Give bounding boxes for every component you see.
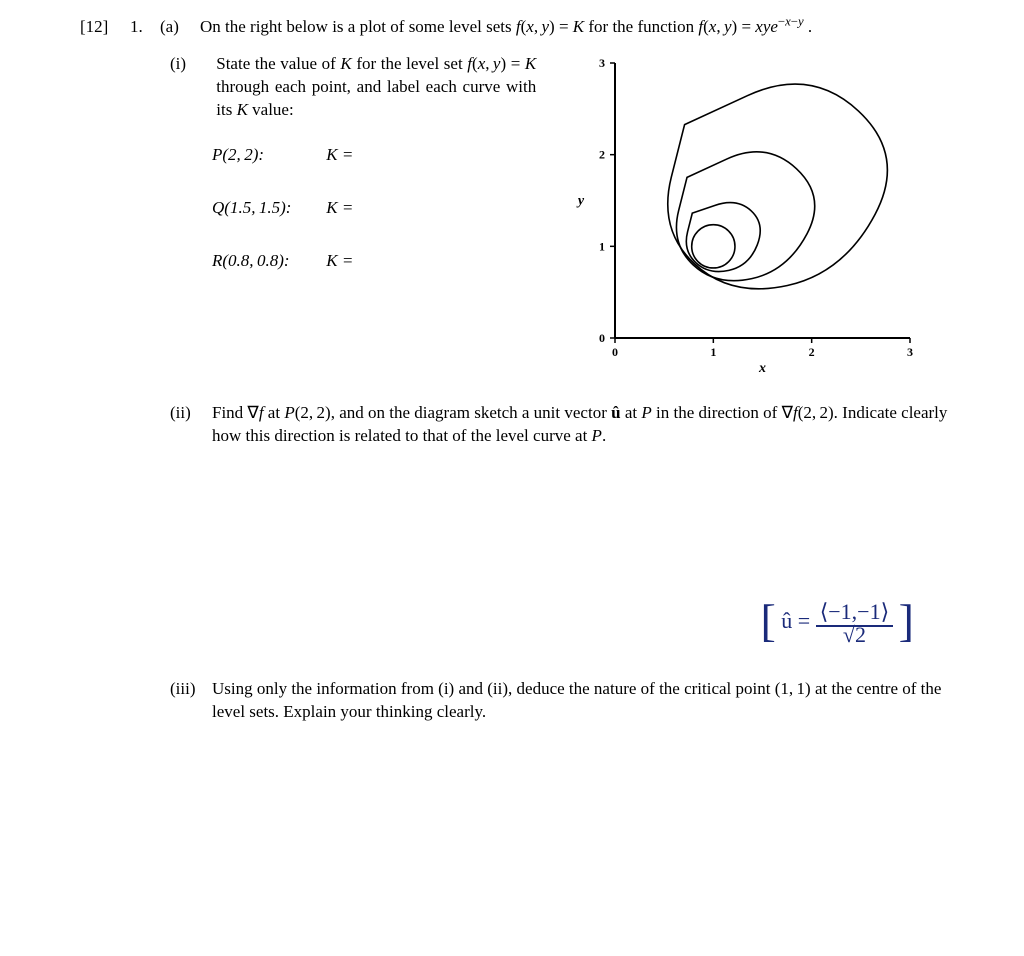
- question-number: 1.: [130, 16, 150, 39]
- handwritten-answer: [ û = ⟨−1,−1⟩ √2 ]: [760, 600, 914, 646]
- chart-svg: 0 1 2 3 0 1 2 3 x y: [560, 53, 930, 373]
- hw-fraction: ⟨−1,−1⟩ √2: [816, 600, 893, 646]
- svg-text:1: 1: [710, 345, 716, 359]
- question-letter: (a): [160, 16, 190, 39]
- part-ii-block: (ii) Find ∇f at P(2, 2), and on the diag…: [170, 402, 964, 448]
- part-i-roman: (i): [170, 53, 212, 76]
- part-i-left: (i) State the value of K for the level s…: [170, 53, 540, 273]
- part-i-text: State the value of K for the level set f…: [216, 53, 536, 122]
- level-set-chart: 0 1 2 3 0 1 2 3 x y: [560, 53, 930, 380]
- intro-text: On the right below is a plot of some lev…: [200, 17, 812, 36]
- points-label: [12]: [80, 16, 120, 39]
- svg-text:3: 3: [907, 345, 913, 359]
- svg-text:2: 2: [599, 148, 605, 162]
- part-iii-text: Using only the information from (i) and …: [212, 678, 964, 724]
- hw-denominator: √2: [843, 620, 866, 647]
- point-q-k: K =: [326, 198, 353, 217]
- point-p-k: K =: [326, 145, 353, 164]
- question-header: [12] 1. (a) On the right below is a plot…: [80, 16, 964, 39]
- point-r-label: R(0.8, 0.8):: [212, 250, 322, 273]
- svg-text:2: 2: [809, 345, 815, 359]
- part-ii-roman: (ii): [170, 402, 212, 425]
- question-intro: On the right below is a plot of some lev…: [200, 16, 964, 39]
- svg-text:y: y: [576, 193, 585, 208]
- point-q-label: Q(1.5, 1.5):: [212, 197, 322, 220]
- svg-text:x: x: [758, 361, 766, 373]
- bracket-left-icon: [: [760, 595, 775, 646]
- point-row-r: R(0.8, 0.8): K =: [212, 250, 540, 273]
- svg-text:1: 1: [599, 239, 605, 253]
- svg-text:0: 0: [599, 331, 605, 345]
- point-p-label: P(2, 2):: [212, 144, 322, 167]
- part-iii-roman: (iii): [170, 678, 212, 701]
- point-row-p: P(2, 2): K =: [212, 144, 540, 167]
- point-row-q: Q(1.5, 1.5): K =: [212, 197, 540, 220]
- exam-page: [12] 1. (a) On the right below is a plot…: [0, 0, 1024, 956]
- svg-text:0: 0: [612, 345, 618, 359]
- hw-lhs: û =: [781, 608, 810, 633]
- point-r-k: K =: [326, 251, 353, 270]
- part-i-block: (i) State the value of K for the level s…: [170, 53, 964, 380]
- svg-text:3: 3: [599, 56, 605, 70]
- part-ii-text: Find ∇f at P(2, 2), and on the diagram s…: [212, 402, 964, 448]
- bracket-right-icon: ]: [899, 595, 914, 646]
- part-iii-block: (iii) Using only the information from (i…: [170, 678, 964, 724]
